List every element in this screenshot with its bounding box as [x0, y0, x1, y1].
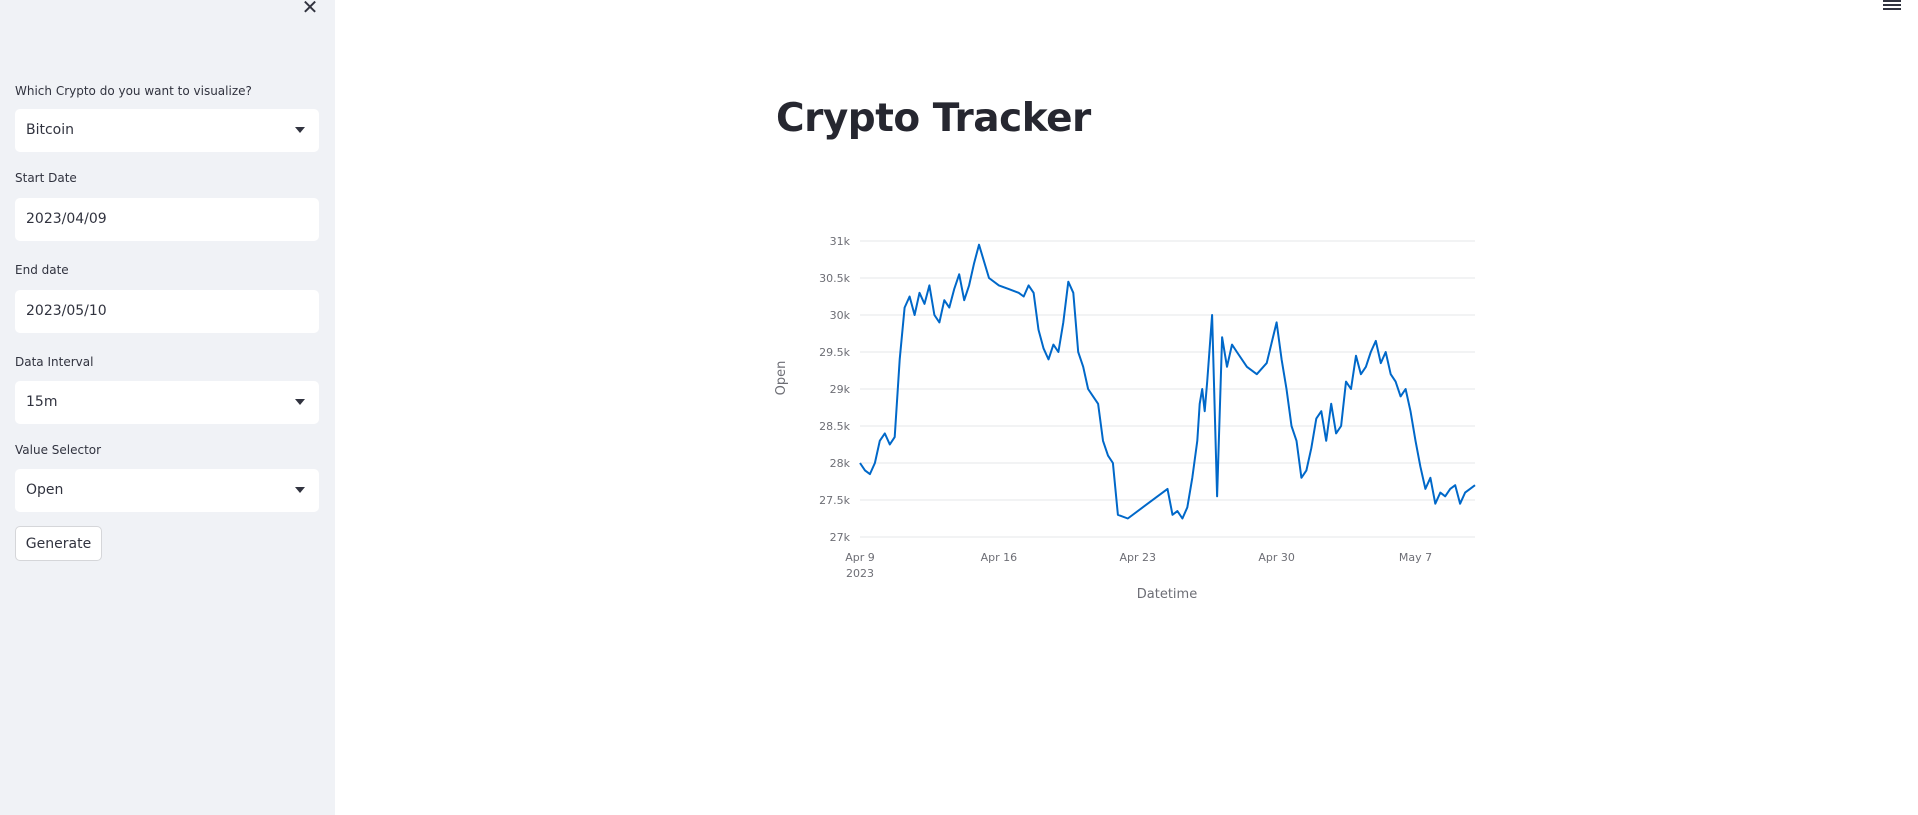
x-tick-sublabel: 2023	[846, 567, 874, 580]
y-axis-ticks: 27k 27.5k 28k 28.5k 29k 29.5k 30k 30.5k 31k	[819, 235, 850, 544]
data-interval-select[interactable]: 15m	[15, 381, 319, 424]
value-selector-label: Value Selector	[15, 443, 102, 457]
generate-button[interactable]: Generate	[15, 526, 102, 561]
sidebar: ✕ Which Crypto do you want to visualize?…	[0, 0, 335, 815]
y-tick-label: 30k	[830, 309, 851, 322]
chevron-down-icon	[295, 127, 305, 133]
data-interval-label: Data Interval	[15, 355, 94, 369]
start-date-label: Start Date	[15, 171, 77, 185]
y-tick-label: 27k	[830, 531, 851, 544]
start-date-value: 2023/04/09	[26, 211, 107, 227]
end-date-input[interactable]: 2023/05/10	[15, 290, 319, 333]
y-tick-label: 31k	[830, 235, 851, 248]
crypto-select-value: Bitcoin	[26, 122, 75, 138]
x-axis-title: Datetime	[1137, 587, 1197, 602]
chart-grid	[860, 240, 1475, 538]
chevron-down-icon	[295, 399, 305, 405]
x-tick-label: May 7	[1399, 551, 1432, 564]
y-tick-label: 28k	[830, 457, 851, 470]
data-interval-value: 15m	[26, 394, 58, 410]
line-chart-svg[interactable]: 27k 27.5k 28k 28.5k 29k 29.5k 30k 30.5k 31k Apr …	[770, 220, 1490, 610]
chevron-down-icon	[295, 487, 305, 493]
y-tick-label: 28.5k	[819, 420, 850, 433]
page-title: Crypto Tracker	[776, 96, 1091, 141]
y-axis-title: Open	[774, 361, 789, 396]
series-line-open[interactable]	[859, 243, 1476, 520]
price-chart[interactable]: 27k 27.5k 28k 28.5k 29k 29.5k 30k 30.5k 31k Apr …	[770, 220, 1490, 610]
main-menu-icon[interactable]	[1883, 0, 1901, 12]
close-sidebar-icon[interactable]: ✕	[301, 0, 319, 19]
crypto-select[interactable]: Bitcoin	[15, 109, 319, 152]
x-tick-label: Apr 9	[845, 551, 875, 564]
x-tick-label: Apr 30	[1258, 551, 1295, 564]
end-date-label: End date	[15, 263, 69, 277]
x-tick-label: Apr 16	[981, 551, 1018, 564]
crypto-select-label: Which Crypto do you want to visualize?	[15, 84, 252, 98]
end-date-value: 2023/05/10	[26, 303, 107, 319]
x-tick-label: Apr 23	[1119, 551, 1156, 564]
value-selector-value: Open	[26, 482, 64, 498]
x-axis-ticks: Apr 9 2023 Apr 16 Apr 23 Apr 30 May 7	[845, 551, 1432, 580]
start-date-input[interactable]: 2023/04/09	[15, 198, 319, 241]
y-tick-label: 30.5k	[819, 272, 850, 285]
y-tick-label: 27.5k	[819, 494, 850, 507]
value-selector-select[interactable]: Open	[15, 469, 319, 512]
y-tick-label: 29k	[830, 383, 851, 396]
y-tick-label: 29.5k	[819, 346, 850, 359]
